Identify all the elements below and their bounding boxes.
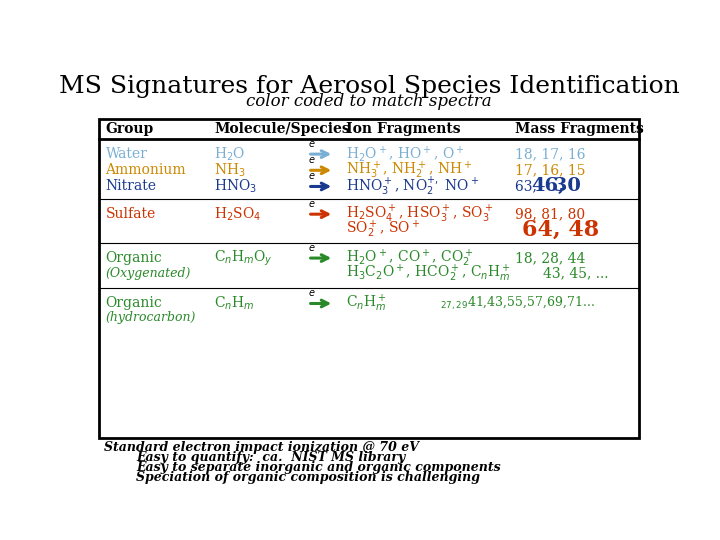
Text: $\mathit{e}$: $\mathit{e}$ <box>307 199 315 209</box>
Text: 64, 48: 64, 48 <box>522 219 599 241</box>
Text: Standard electron impact ionization @ 70 eV: Standard electron impact ionization @ 70… <box>104 441 419 454</box>
Text: $\mathit{e}$: $\mathit{e}$ <box>307 242 315 253</box>
Text: 43, 45, ...: 43, 45, ... <box>543 266 608 280</box>
Text: $\mathit{e}$: $\mathit{e}$ <box>307 139 315 148</box>
Text: H$_3$C$_2$O$^+$, HCO$_2^+$, C$_n$H$_m^+$: H$_3$C$_2$O$^+$, HCO$_2^+$, C$_n$H$_m^+$ <box>346 263 510 284</box>
Text: $\mathit{e}$: $\mathit{e}$ <box>307 288 315 298</box>
Text: Easy to separate inorganic and organic components: Easy to separate inorganic and organic c… <box>137 461 501 474</box>
Text: Ion Fragments: Ion Fragments <box>346 122 460 136</box>
Text: C$_n$H$_m$: C$_n$H$_m$ <box>214 295 254 312</box>
Text: $\mathit{e}$: $\mathit{e}$ <box>307 171 315 181</box>
Text: Ammonium: Ammonium <box>106 163 186 177</box>
Text: NH$_3^+$, NH$_2^+$, NH$^+$: NH$_3^+$, NH$_2^+$, NH$^+$ <box>346 160 472 181</box>
Text: Organic: Organic <box>106 296 162 310</box>
Text: $_{27,29}$41,43,55,57,69,71...: $_{27,29}$41,43,55,57,69,71... <box>441 295 595 312</box>
Text: Nitrate: Nitrate <box>106 179 156 193</box>
Text: H$_2$O$^+$, CO$^+$, CO$_2^+$: H$_2$O$^+$, CO$^+$, CO$_2^+$ <box>346 247 474 269</box>
Text: Speciation of organic composition is challenging: Speciation of organic composition is cha… <box>137 471 480 484</box>
Text: HNO$_3^+$, NO$_2^{+,}$ NO$^+$: HNO$_3^+$, NO$_2^{+,}$ NO$^+$ <box>346 176 479 198</box>
Text: SO$_2^+$, SO$^+$: SO$_2^+$, SO$^+$ <box>346 219 420 240</box>
Text: Easy to quantify:  ca.  NIST MS library: Easy to quantify: ca. NIST MS library <box>137 451 406 464</box>
Text: Water: Water <box>106 147 148 161</box>
Text: Sulfate: Sulfate <box>106 207 156 221</box>
Text: H$_2$O: H$_2$O <box>214 145 246 163</box>
Text: Organic: Organic <box>106 251 162 265</box>
Text: 30: 30 <box>547 178 581 195</box>
Text: 18, 17, 16: 18, 17, 16 <box>515 147 585 161</box>
Bar <box>99 119 639 438</box>
Text: NH$_3$: NH$_3$ <box>214 161 246 179</box>
Text: C$_n$H$_m$O$_y$: C$_n$H$_m$O$_y$ <box>214 248 273 268</box>
Text: H$_2$SO$_4^+$, HSO$_3^+$, SO$_3^+$: H$_2$SO$_4^+$, HSO$_3^+$, SO$_3^+$ <box>346 204 493 225</box>
Text: 18, 28, 44: 18, 28, 44 <box>515 251 585 265</box>
Text: color coded to match spectra: color coded to match spectra <box>246 93 492 110</box>
Text: 98, 81, 80: 98, 81, 80 <box>515 207 585 221</box>
Text: 63,: 63, <box>515 179 541 193</box>
Text: (hydrocarbon): (hydrocarbon) <box>106 311 196 324</box>
Text: Molecule/Species: Molecule/Species <box>214 122 350 136</box>
Text: H$_2$SO$_4$: H$_2$SO$_4$ <box>214 206 261 223</box>
Text: $\mathit{e}$: $\mathit{e}$ <box>307 155 315 165</box>
Text: Group: Group <box>106 122 154 136</box>
Text: C$_n$H$_m^+$: C$_n$H$_m^+$ <box>346 293 386 314</box>
Text: (Oxygenated): (Oxygenated) <box>106 267 191 280</box>
Text: HNO$_3$: HNO$_3$ <box>214 178 257 195</box>
Text: H$_2$O$^+$, HO$^+$, O$^+$: H$_2$O$^+$, HO$^+$, O$^+$ <box>346 144 464 164</box>
Text: MS Signatures for Aerosol Species Identification: MS Signatures for Aerosol Species Identi… <box>58 75 680 98</box>
Text: 46,: 46, <box>531 178 565 195</box>
Text: Mass Fragments: Mass Fragments <box>515 122 644 136</box>
Text: 17, 16, 15: 17, 16, 15 <box>515 163 585 177</box>
